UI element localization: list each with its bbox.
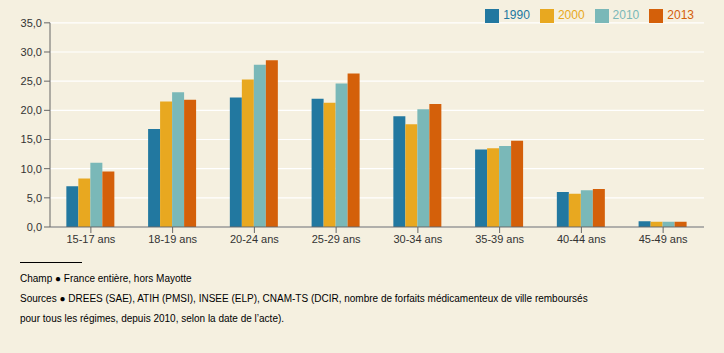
- svg-text:25-29 ans: 25-29 ans: [312, 233, 361, 245]
- html-text:Champ ● France entière, hors M: Champ ● France entière, hors Mayotte: [20, 273, 192, 284]
- html-text:2000: 2000: [557, 8, 585, 22]
- html-text:2010: 2010: [612, 8, 640, 22]
- svg-text:35-39 ans: 35-39 ans: [475, 233, 524, 245]
- svg-text:30,0: 30,0: [21, 46, 42, 58]
- svg-text:0,0: 0,0: [27, 221, 42, 233]
- svg-text:15-17 ans: 15-17 ans: [66, 233, 115, 245]
- svg-text:10,0: 10,0: [21, 163, 42, 175]
- svg-text:25,0: 25,0: [21, 75, 42, 87]
- svg-text:45-49 ans: 45-49 ans: [639, 233, 688, 245]
- html-text:pour tous les régimes, depuis: pour tous les régimes, depuis 2010, selo…: [20, 313, 285, 324]
- svg-text:35,0: 35,0: [21, 17, 42, 29]
- svg-text:15,0: 15,0: [21, 133, 42, 145]
- svg-text:5,0: 5,0: [27, 192, 42, 204]
- svg-text:40-44 ans: 40-44 ans: [557, 233, 606, 245]
- svg-text:20-24 ans: 20-24 ans: [230, 233, 279, 245]
- svg-text:18-19 ans: 18-19 ans: [148, 233, 197, 245]
- svg-text:30-34 ans: 30-34 ans: [393, 233, 442, 245]
- html-text:1990: 1990: [503, 8, 530, 22]
- html-text:2013: 2013: [667, 8, 694, 22]
- svg-text:20,0: 20,0: [21, 104, 42, 116]
- html-text:Sources ● DREES (SAE), ATIH (P: Sources ● DREES (SAE), ATIH (PMSI), INSE…: [20, 293, 588, 304]
